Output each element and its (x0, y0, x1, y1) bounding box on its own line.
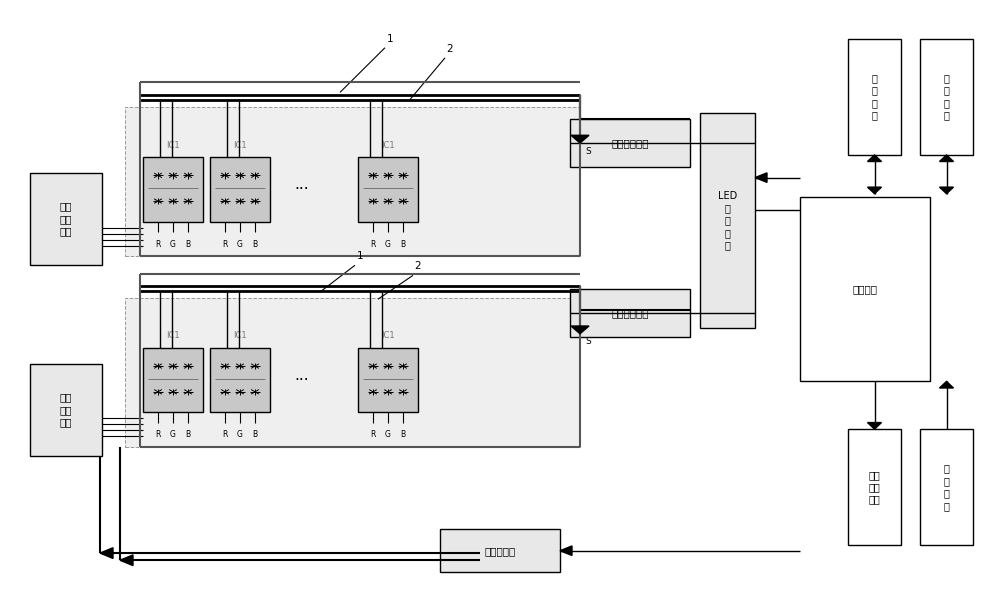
Text: 1: 1 (387, 34, 393, 44)
Bar (143, 157, 203, 222)
Text: R: R (222, 430, 228, 439)
Text: 2: 2 (415, 262, 421, 271)
Text: B: B (252, 240, 258, 249)
Text: G: G (237, 430, 243, 439)
Polygon shape (571, 326, 589, 334)
Text: G: G (385, 240, 391, 249)
Text: IC1: IC1 (166, 141, 180, 150)
Polygon shape (755, 173, 767, 182)
Text: 按
键
模
块: 按 键 模 块 (944, 464, 949, 511)
Text: IC1: IC1 (381, 141, 395, 150)
Text: 恒流
驱动
模块: 恒流 驱动 模块 (60, 201, 72, 237)
Text: 1: 1 (357, 252, 363, 261)
Text: B: B (185, 240, 191, 249)
Text: R: R (370, 240, 376, 249)
Text: R: R (155, 430, 161, 439)
Text: 存
储
模
块: 存 储 模 块 (944, 73, 949, 120)
Text: IC1: IC1 (233, 141, 247, 150)
Bar (700, 113, 755, 328)
Polygon shape (120, 555, 133, 566)
Text: 总线收发器: 总线收发器 (484, 546, 516, 555)
Polygon shape (560, 546, 572, 555)
Text: B: B (252, 430, 258, 439)
Bar (848, 429, 901, 545)
Bar (30, 173, 102, 265)
Bar (440, 529, 560, 572)
Text: 恒流
驱动
模块: 恒流 驱动 模块 (60, 392, 72, 427)
Bar (800, 197, 930, 381)
Text: ···: ··· (295, 372, 309, 388)
Text: 微处理器: 微处理器 (852, 284, 878, 294)
Text: IC1: IC1 (381, 331, 395, 340)
Text: IC1: IC1 (233, 331, 247, 340)
Text: 接
口
模
块: 接 口 模 块 (872, 73, 877, 120)
Text: B: B (185, 430, 191, 439)
Text: G: G (170, 240, 176, 249)
Polygon shape (571, 135, 589, 143)
Polygon shape (940, 381, 954, 388)
Bar (125, 107, 580, 256)
Text: S: S (585, 337, 591, 346)
Bar (210, 348, 270, 412)
Text: 第一电源模块: 第一电源模块 (611, 138, 649, 148)
Text: 无线
传输
模块: 无线 传输 模块 (869, 470, 880, 505)
Bar (570, 289, 690, 337)
Text: G: G (170, 430, 176, 439)
Bar (358, 157, 418, 222)
Bar (848, 39, 901, 155)
Bar (920, 39, 973, 155)
Polygon shape (940, 187, 954, 194)
Polygon shape (867, 423, 882, 429)
Bar (125, 298, 580, 447)
Polygon shape (940, 155, 954, 162)
Text: 2: 2 (447, 44, 453, 54)
Bar (920, 429, 973, 545)
Polygon shape (867, 155, 882, 162)
Polygon shape (867, 187, 882, 194)
Text: 第二电源模块: 第二电源模块 (611, 308, 649, 318)
Text: B: B (400, 430, 406, 439)
Text: LED
驱
动
电
路: LED 驱 动 电 路 (718, 191, 737, 250)
Text: G: G (385, 430, 391, 439)
Text: R: R (155, 240, 161, 249)
Text: B: B (400, 240, 406, 249)
Text: S: S (585, 147, 591, 157)
Bar (30, 364, 102, 456)
Bar (358, 348, 418, 412)
Polygon shape (100, 548, 113, 558)
Bar (143, 348, 203, 412)
Text: ···: ··· (295, 182, 309, 197)
Bar (210, 157, 270, 222)
Text: G: G (237, 240, 243, 249)
Text: IC1: IC1 (166, 331, 180, 340)
Bar (570, 119, 690, 167)
Text: R: R (222, 240, 228, 249)
Text: R: R (370, 430, 376, 439)
